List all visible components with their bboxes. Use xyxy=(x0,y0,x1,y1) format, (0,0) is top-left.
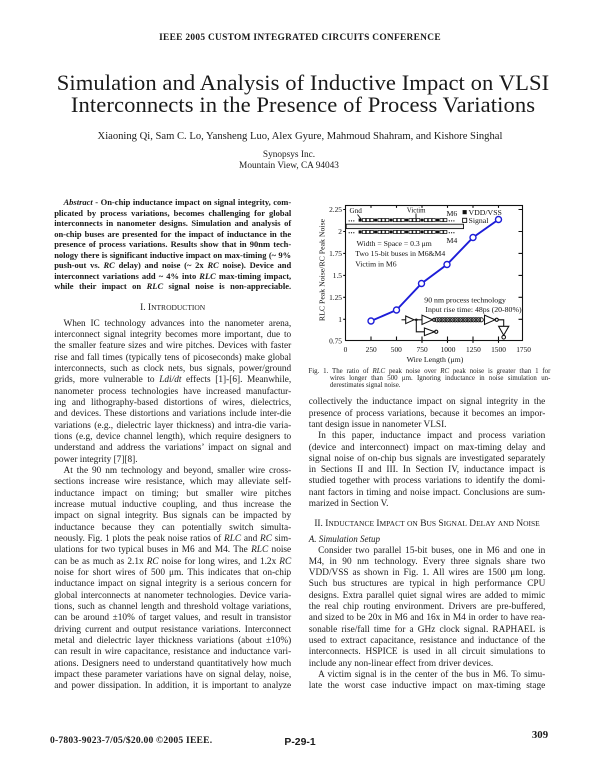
svg-text:M4: M4 xyxy=(447,236,458,245)
svg-text:Wire Length (μm): Wire Length (μm) xyxy=(407,355,464,364)
svg-text:0.75: 0.75 xyxy=(329,337,342,346)
svg-text:VDD/VSS: VDD/VSS xyxy=(469,208,502,217)
svg-text:M6: M6 xyxy=(447,209,458,218)
svg-text:1.75: 1.75 xyxy=(329,249,342,258)
svg-text:0: 0 xyxy=(344,345,348,354)
svg-text:500: 500 xyxy=(391,345,402,354)
svg-text:Victim in M6: Victim in M6 xyxy=(355,260,397,269)
svg-text:250: 250 xyxy=(366,345,377,354)
svg-text:1000: 1000 xyxy=(441,345,456,354)
svg-text:1: 1 xyxy=(338,315,342,324)
svg-text:1250: 1250 xyxy=(466,345,481,354)
svg-text:1750: 1750 xyxy=(516,345,531,354)
svg-text:2.25: 2.25 xyxy=(329,205,342,214)
svg-text:2: 2 xyxy=(338,227,342,236)
svg-text:Gnd: Gnd xyxy=(350,207,363,215)
svg-text:Victim: Victim xyxy=(407,208,426,215)
svg-text:1.25: 1.25 xyxy=(329,293,342,302)
svg-text:750: 750 xyxy=(417,345,428,354)
svg-text:1.5: 1.5 xyxy=(333,271,343,280)
svg-text:Input rise time: 48ps (20-80%): Input rise time: 48ps (20-80%) xyxy=(425,305,522,314)
svg-text:Signal: Signal xyxy=(469,216,490,225)
svg-text:90 nm process technology: 90 nm process technology xyxy=(424,295,506,304)
svg-text:RLC Peak Noise/RC Peak Noise: RLC Peak Noise/RC Peak Noise xyxy=(318,218,327,321)
svg-text:Two 15-bit buses in M6&M4: Two 15-bit buses in M6&M4 xyxy=(355,249,445,258)
svg-text:Width = Space = 0.3 μm: Width = Space = 0.3 μm xyxy=(357,239,432,248)
svg-text:1500: 1500 xyxy=(491,345,506,354)
